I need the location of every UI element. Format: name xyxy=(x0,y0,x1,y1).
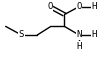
Text: H: H xyxy=(76,42,81,51)
Text: S: S xyxy=(19,30,24,39)
Text: H: H xyxy=(90,30,96,39)
Text: O: O xyxy=(76,2,81,11)
Text: N: N xyxy=(76,30,81,39)
Text: O: O xyxy=(47,2,52,11)
Text: H: H xyxy=(90,2,96,11)
